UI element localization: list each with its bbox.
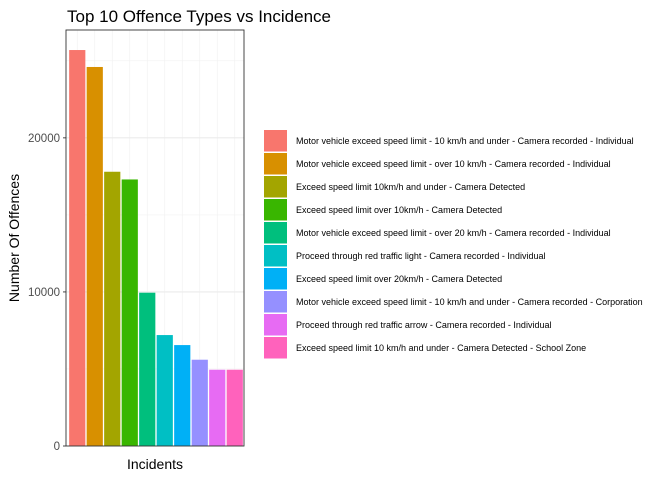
- bar: [69, 50, 86, 446]
- bar: [86, 66, 103, 446]
- legend-key: [264, 337, 287, 359]
- legend-key: [264, 176, 287, 198]
- legend-label: Exceed speed limit 10km/h and under - Ca…: [296, 182, 525, 192]
- legend-key: [264, 153, 287, 175]
- y-tick-label: 0: [54, 441, 60, 453]
- legend-key: [264, 268, 287, 290]
- legend-key: [264, 314, 287, 336]
- bar: [104, 171, 121, 446]
- legend-label: Motor vehicle exceed speed limit - over …: [296, 228, 611, 238]
- plot-panel: [65, 29, 245, 447]
- legend-label: Exceed speed limit over 10km/h - Camera …: [296, 205, 502, 215]
- legend-label: Exceed speed limit over 20km/h - Camera …: [296, 274, 502, 284]
- bar: [139, 292, 156, 446]
- y-tick-label: 20000: [28, 133, 60, 145]
- legend-label: Motor vehicle exceed speed limit - over …: [296, 159, 611, 169]
- legend-key: [264, 291, 287, 313]
- y-tick-label: 10000: [28, 287, 60, 299]
- bar: [156, 335, 173, 446]
- legend-key: [264, 245, 287, 267]
- legend-key: [264, 199, 287, 221]
- legend-label: Motor vehicle exceed speed limit - 10 km…: [296, 136, 634, 146]
- bar: [226, 369, 243, 446]
- x-axis-title: Incidents: [127, 456, 183, 472]
- legend: Motor vehicle exceed speed limit - 10 km…: [264, 130, 643, 359]
- chart-title: Top 10 Offence Types vs Incidence: [67, 7, 331, 26]
- legend-label: Proceed through red traffic light - Came…: [296, 251, 545, 261]
- bars: [69, 50, 243, 447]
- bar: [191, 359, 208, 446]
- bar: [209, 369, 226, 446]
- y-axis: 0 10000 20000: [28, 133, 66, 453]
- bar: [121, 179, 138, 447]
- legend-key: [264, 222, 287, 244]
- bar: [174, 345, 191, 446]
- legend-key: [264, 130, 287, 152]
- y-axis-title: Number Of Offences: [6, 174, 22, 302]
- legend-label: Proceed through red traffic arrow - Came…: [296, 320, 551, 330]
- legend-label: Exceed speed limit 10 km/h and under - C…: [296, 343, 586, 353]
- panel-border: [65, 29, 245, 447]
- legend-label: Motor vehicle exceed speed limit - 10 km…: [296, 297, 643, 307]
